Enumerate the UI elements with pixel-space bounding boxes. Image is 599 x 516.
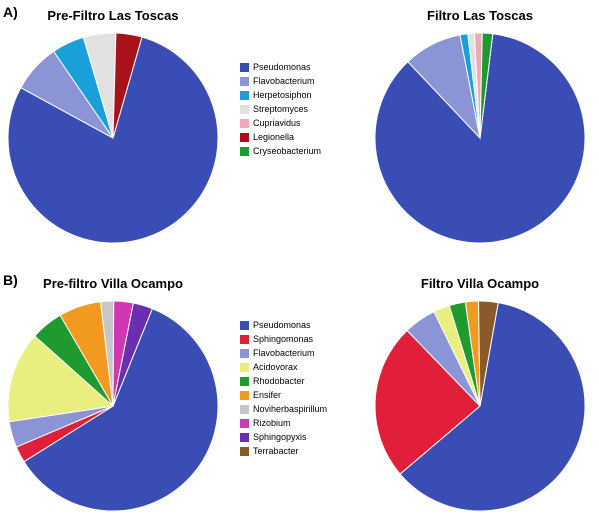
- pie-chart-top-left: [8, 33, 218, 243]
- pie-chart-bottom-right: [375, 301, 585, 511]
- legend-swatch: [240, 391, 249, 400]
- legend-swatch: [240, 63, 249, 72]
- legend-swatch: [240, 405, 249, 414]
- legend-item: Flavobacterium: [240, 74, 321, 88]
- legend-label: Flavobacterium: [253, 348, 315, 358]
- legend-item: Rizobium: [240, 416, 327, 430]
- legend-item: Herpetosiphon: [240, 88, 321, 102]
- legend-label: Cupriavidus: [253, 118, 301, 128]
- legend-label: Terrabacter: [253, 446, 299, 456]
- legend-item: Flavobacterium: [240, 346, 327, 360]
- legend-swatch: [240, 335, 249, 344]
- legend-label: Rhodobacter: [253, 376, 305, 386]
- legend-label: Pseudomonas: [253, 320, 311, 330]
- pie-chart-bottom-left: [8, 301, 218, 511]
- legend-top: Pseudomonas Flavobacterium Herpetosiphon St…: [240, 60, 321, 158]
- legend-label: Legionella: [253, 132, 294, 142]
- legend-swatch: [240, 419, 249, 428]
- legend-swatch: [240, 77, 249, 86]
- legend-swatch: [240, 447, 249, 456]
- legend-item: Sphingomonas: [240, 332, 327, 346]
- legend-label: Streptomyces: [253, 104, 308, 114]
- legend-swatch: [240, 377, 249, 386]
- legend-item: Legionella: [240, 130, 321, 144]
- legend-item: Streptomyces: [240, 102, 321, 116]
- chart-title-top-right: Filtro Las Toscas: [427, 8, 533, 23]
- panel-label-a: A): [3, 4, 18, 20]
- legend-swatch: [240, 105, 249, 114]
- legend-item: Acidovorax: [240, 360, 327, 374]
- legend-label: Noviherbaspirillum: [253, 404, 327, 414]
- legend-item: Sphingopyxis: [240, 430, 327, 444]
- legend-label: Herpetosiphon: [253, 90, 312, 100]
- legend-item: Noviherbaspirillum: [240, 402, 327, 416]
- legend-item: Pseudomonas: [240, 60, 321, 74]
- legend-swatch: [240, 119, 249, 128]
- panel-label-b: B): [3, 272, 18, 288]
- legend-swatch: [240, 133, 249, 142]
- legend-swatch: [240, 321, 249, 330]
- legend-item: Cupriavidus: [240, 116, 321, 130]
- figure: A) B) Pre-Filtro Las Toscas Filtro Las T…: [0, 0, 599, 515]
- legend-item: Cryseobacterium: [240, 144, 321, 158]
- legend-swatch: [240, 349, 249, 358]
- pie-chart-top-right: [375, 33, 585, 243]
- legend-item: Pseudomonas: [240, 318, 327, 332]
- legend-swatch: [240, 433, 249, 442]
- legend-label: Pseudomonas: [253, 62, 311, 72]
- legend-label: Rizobium: [253, 418, 291, 428]
- chart-title-bottom-left: Pre-filtro Villa Ocampo: [43, 276, 183, 291]
- legend-swatch: [240, 91, 249, 100]
- legend-label: Acidovorax: [253, 362, 298, 372]
- legend-label: Cryseobacterium: [253, 146, 321, 156]
- legend-swatch: [240, 147, 249, 156]
- legend-swatch: [240, 363, 249, 372]
- legend-bottom: Pseudomonas Sphingomonas Flavobacterium Aci…: [240, 318, 327, 458]
- legend-label: Flavobacterium: [253, 76, 315, 86]
- legend-item: Ensifer: [240, 388, 327, 402]
- chart-title-top-left: Pre-Filtro Las Toscas: [47, 8, 178, 23]
- legend-item: Rhodobacter: [240, 374, 327, 388]
- chart-title-bottom-right: Filtro Villa Ocampo: [421, 276, 539, 291]
- legend-label: Ensifer: [253, 390, 281, 400]
- legend-label: Sphingomonas: [253, 334, 313, 344]
- legend-item: Terrabacter: [240, 444, 327, 458]
- legend-label: Sphingopyxis: [253, 432, 307, 442]
